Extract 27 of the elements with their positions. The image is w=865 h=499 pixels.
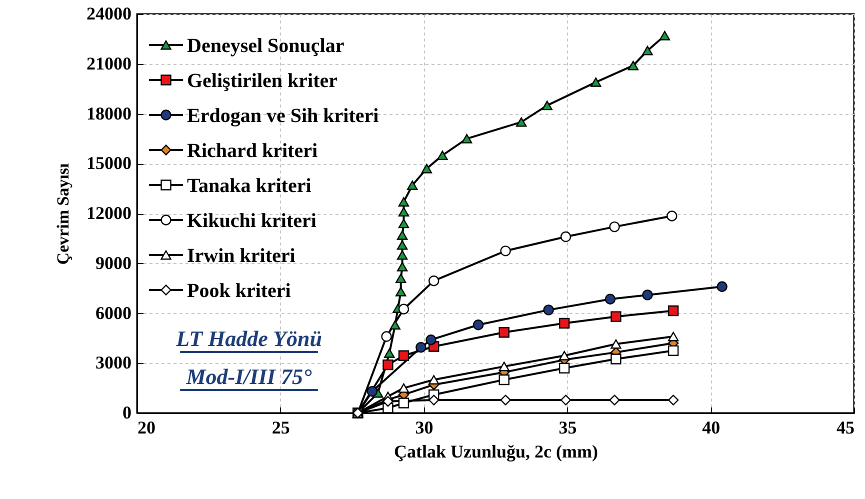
legend-label: Richard kriteri [187, 140, 318, 162]
x-tick-label: 40 [702, 418, 720, 438]
y-tick-label: 24000 [86, 4, 132, 24]
x-tick-label: 45 [836, 418, 854, 438]
legend-label: Erdogan ve Sih kriteri [187, 105, 380, 127]
x-tick-label: 35 [558, 418, 577, 438]
y-tick-label: 6000 [96, 302, 132, 323]
x-tick-label: 25 [272, 418, 290, 438]
annotation: Mod-I/III 75° [185, 364, 312, 389]
legend-label: Irwin kriteri [187, 245, 296, 267]
x-tick-label: 20 [138, 418, 156, 438]
legend-label: Tanaka kriteri [187, 175, 312, 197]
y-axis-title: Çevrim Sayısı [54, 162, 72, 265]
y-tick-label: 12000 [86, 203, 132, 223]
x-tick-label: 30 [415, 418, 434, 438]
legend-label: Kikuchi kriteri [187, 210, 317, 232]
y-tick-label: 15000 [86, 153, 132, 174]
y-tick-label: 21000 [86, 53, 132, 74]
y-tick-label: 0 [122, 402, 132, 422]
x-axis-title: Çatlak Uzunluğu, 2c (mm) [394, 442, 598, 462]
y-tick-label: 18000 [86, 103, 132, 124]
legend-label: Pook kriteri [187, 280, 292, 302]
y-tick-label: 9000 [96, 252, 132, 273]
legend-label: Geliştirilen kriter [187, 70, 338, 92]
legend-label: Deneysel Sonuçlar [187, 35, 344, 57]
annotation: LT Hadde Yönü [175, 326, 322, 351]
y-tick-label: 3000 [96, 352, 132, 373]
